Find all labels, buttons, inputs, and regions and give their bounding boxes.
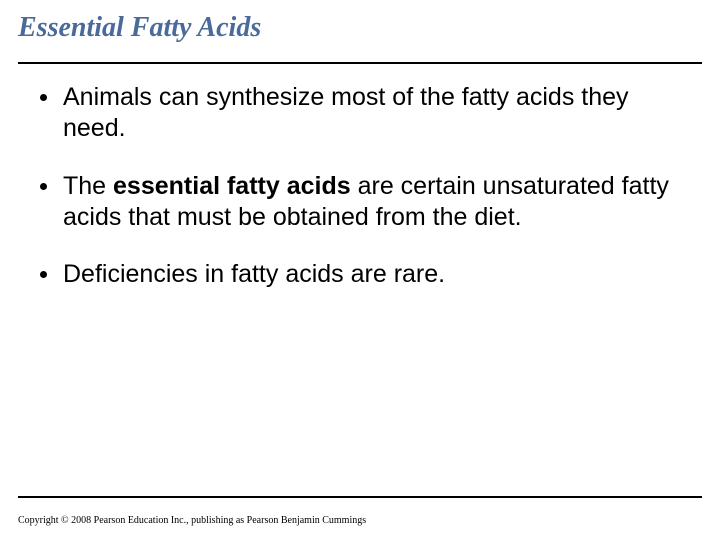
bullet-item: The essential fatty acids are certain un…: [40, 171, 680, 234]
bullet-dot-icon: [40, 94, 47, 101]
bullet-item: Animals can synthesize most of the fatty…: [40, 82, 680, 145]
bullet-dot-icon: [40, 271, 47, 278]
bullet-item: Deficiencies in fatty acids are rare.: [40, 259, 680, 290]
content-area: Animals can synthesize most of the fatty…: [0, 64, 720, 290]
bullet-text: The essential fatty acids are certain un…: [63, 171, 680, 234]
bullet-pre: Deficiencies in fatty acids are rare.: [63, 260, 445, 288]
bullet-pre: The: [63, 172, 113, 200]
bullet-pre: Animals can synthesize most of the fatty…: [63, 83, 629, 142]
bullet-text: Animals can synthesize most of the fatty…: [63, 82, 680, 145]
copyright-text: Copyright © 2008 Pearson Education Inc.,…: [18, 515, 366, 526]
bullet-bold: essential fatty acids: [113, 172, 351, 200]
divider-bottom: [18, 496, 702, 498]
slide: Essential Fatty Acids Animals can synthe…: [0, 0, 720, 540]
bullet-text: Deficiencies in fatty acids are rare.: [63, 259, 680, 290]
bullet-dot-icon: [40, 183, 47, 190]
slide-title: Essential Fatty Acids: [0, 0, 720, 44]
